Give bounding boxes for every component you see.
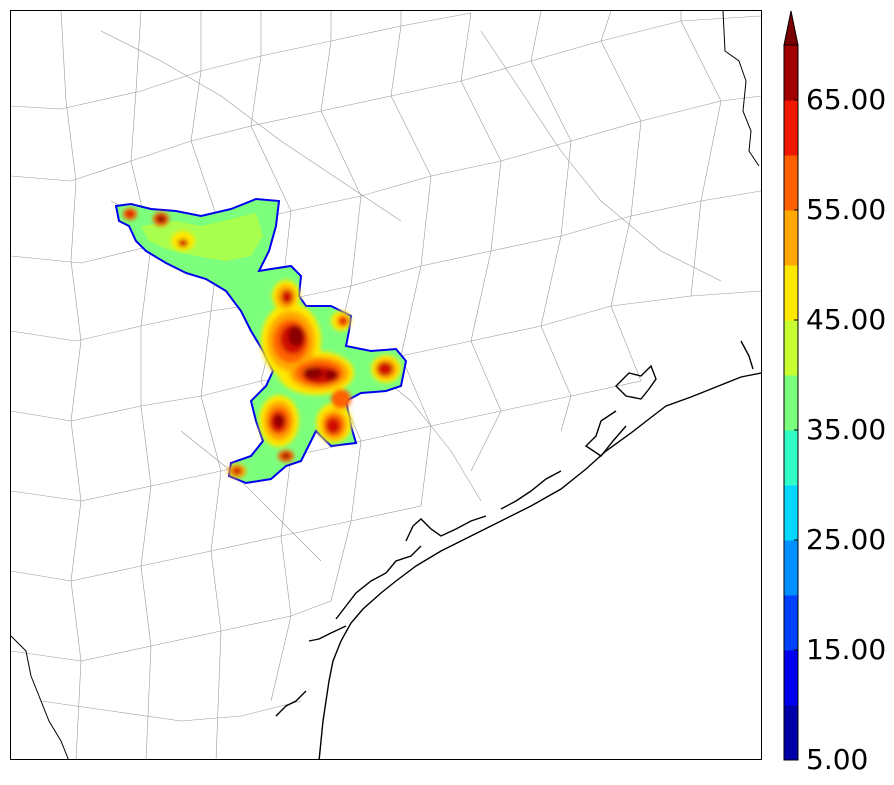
colorbar-tick-label: 65.00	[806, 83, 887, 116]
colorbar-segment	[784, 210, 798, 266]
reflectivity-field	[114, 197, 408, 485]
colorbar-tick-label: 15.00	[806, 633, 887, 666]
colorbar-segment	[784, 100, 798, 156]
colorbar-segment	[784, 650, 798, 706]
colorbar-border	[783, 44, 799, 761]
colorbar-tick-label: 45.00	[806, 303, 887, 336]
colorbar-tick-label: 55.00	[806, 193, 887, 226]
map-canvas	[11, 11, 761, 759]
colorbar	[783, 10, 799, 761]
map-panel	[10, 10, 762, 760]
colorbar-tick-label: 25.00	[806, 523, 887, 556]
colorbar-segment	[784, 705, 798, 761]
colorbar-segment	[784, 430, 798, 486]
colorbar-tick-label: 5.00	[806, 743, 869, 776]
colorbar-segment	[784, 375, 798, 431]
colorbar-segment	[784, 540, 798, 596]
coastline	[275, 340, 761, 759]
colorbar-segment	[784, 485, 798, 541]
state-boundary	[11, 11, 760, 759]
colorbar-segment	[784, 320, 798, 376]
colorbar-segment	[784, 595, 798, 651]
colorbar-extend-arrow	[783, 10, 799, 46]
colorbar-segment	[784, 155, 798, 211]
colorbar-segment	[784, 45, 798, 101]
county-boundaries	[11, 11, 761, 759]
colorbar-segment	[784, 265, 798, 321]
colorbar-tick-label: 35.00	[806, 413, 887, 446]
